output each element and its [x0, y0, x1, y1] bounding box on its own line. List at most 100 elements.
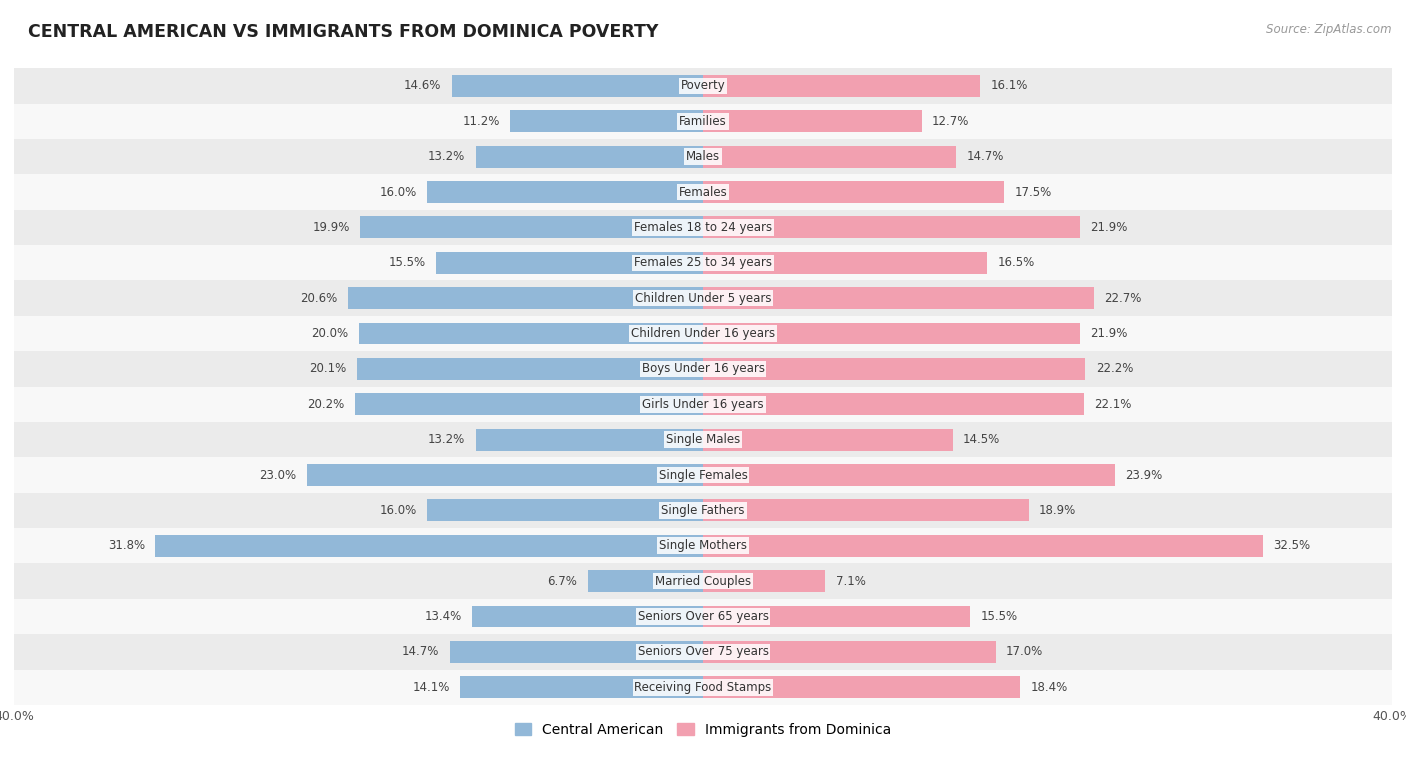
Bar: [356, 393, 703, 415]
Bar: [703, 75, 980, 97]
Text: 20.1%: 20.1%: [309, 362, 346, 375]
Bar: [14, 528, 1392, 563]
Text: 23.0%: 23.0%: [259, 468, 297, 481]
Text: 15.5%: 15.5%: [388, 256, 426, 269]
Text: Single Females: Single Females: [658, 468, 748, 481]
Text: Females 18 to 24 years: Females 18 to 24 years: [634, 221, 772, 234]
Bar: [703, 500, 1029, 522]
Text: 13.2%: 13.2%: [427, 150, 465, 163]
Text: 11.2%: 11.2%: [463, 114, 499, 128]
Text: 7.1%: 7.1%: [835, 575, 866, 587]
Bar: [460, 676, 703, 698]
Bar: [475, 146, 703, 168]
Text: 17.5%: 17.5%: [1015, 186, 1052, 199]
Bar: [703, 606, 970, 628]
Bar: [14, 634, 1392, 669]
Text: CENTRAL AMERICAN VS IMMIGRANTS FROM DOMINICA POVERTY: CENTRAL AMERICAN VS IMMIGRANTS FROM DOMI…: [28, 23, 658, 41]
Bar: [703, 323, 1080, 344]
Text: Single Mothers: Single Mothers: [659, 539, 747, 553]
Bar: [349, 287, 703, 309]
Bar: [307, 464, 703, 486]
Text: 21.9%: 21.9%: [1091, 327, 1128, 340]
Text: 23.9%: 23.9%: [1125, 468, 1163, 481]
Legend: Central American, Immigrants from Dominica: Central American, Immigrants from Domini…: [509, 718, 897, 743]
Bar: [703, 146, 956, 168]
Text: 17.0%: 17.0%: [1007, 645, 1043, 659]
Text: 20.0%: 20.0%: [311, 327, 349, 340]
Text: Receiving Food Stamps: Receiving Food Stamps: [634, 681, 772, 694]
Text: 14.7%: 14.7%: [402, 645, 440, 659]
Text: 20.6%: 20.6%: [301, 292, 337, 305]
Bar: [703, 464, 1115, 486]
Bar: [475, 429, 703, 450]
Text: Females 25 to 34 years: Females 25 to 34 years: [634, 256, 772, 269]
Bar: [703, 429, 953, 450]
Text: 18.9%: 18.9%: [1039, 504, 1076, 517]
Bar: [360, 217, 703, 238]
Bar: [14, 245, 1392, 280]
Bar: [14, 139, 1392, 174]
Text: 16.5%: 16.5%: [997, 256, 1035, 269]
Text: 13.2%: 13.2%: [427, 433, 465, 446]
Text: 20.2%: 20.2%: [308, 398, 344, 411]
Bar: [427, 500, 703, 522]
Bar: [14, 387, 1392, 422]
Text: 31.8%: 31.8%: [108, 539, 145, 553]
Bar: [427, 181, 703, 203]
Bar: [14, 422, 1392, 457]
Bar: [703, 217, 1080, 238]
Text: 18.4%: 18.4%: [1031, 681, 1067, 694]
Bar: [451, 75, 703, 97]
Text: Children Under 16 years: Children Under 16 years: [631, 327, 775, 340]
Bar: [703, 252, 987, 274]
Bar: [588, 570, 703, 592]
Text: 12.7%: 12.7%: [932, 114, 970, 128]
Text: 32.5%: 32.5%: [1272, 539, 1310, 553]
Text: 21.9%: 21.9%: [1091, 221, 1128, 234]
Bar: [14, 563, 1392, 599]
Bar: [14, 351, 1392, 387]
Text: Girls Under 16 years: Girls Under 16 years: [643, 398, 763, 411]
Bar: [703, 535, 1263, 556]
Bar: [703, 641, 995, 662]
Bar: [14, 493, 1392, 528]
Text: Married Couples: Married Couples: [655, 575, 751, 587]
Text: Boys Under 16 years: Boys Under 16 years: [641, 362, 765, 375]
Bar: [357, 358, 703, 380]
Text: Single Males: Single Males: [666, 433, 740, 446]
Text: 14.6%: 14.6%: [404, 80, 441, 92]
Text: Seniors Over 75 years: Seniors Over 75 years: [637, 645, 769, 659]
Text: Single Fathers: Single Fathers: [661, 504, 745, 517]
Text: 16.0%: 16.0%: [380, 186, 418, 199]
Bar: [450, 641, 703, 662]
Bar: [155, 535, 703, 556]
Bar: [510, 111, 703, 132]
Bar: [703, 181, 1004, 203]
Bar: [703, 570, 825, 592]
Text: 16.1%: 16.1%: [991, 80, 1028, 92]
Text: Children Under 5 years: Children Under 5 years: [634, 292, 772, 305]
Text: Source: ZipAtlas.com: Source: ZipAtlas.com: [1267, 23, 1392, 36]
Bar: [703, 287, 1094, 309]
Bar: [703, 393, 1084, 415]
Text: 13.4%: 13.4%: [425, 610, 461, 623]
Text: 15.5%: 15.5%: [980, 610, 1018, 623]
Bar: [14, 104, 1392, 139]
Text: Families: Families: [679, 114, 727, 128]
Bar: [472, 606, 703, 628]
Bar: [14, 68, 1392, 104]
Bar: [14, 280, 1392, 316]
Text: 22.2%: 22.2%: [1095, 362, 1133, 375]
Bar: [703, 676, 1019, 698]
Text: 14.1%: 14.1%: [412, 681, 450, 694]
Bar: [703, 111, 922, 132]
Text: 22.7%: 22.7%: [1104, 292, 1142, 305]
Bar: [14, 316, 1392, 351]
Text: Poverty: Poverty: [681, 80, 725, 92]
Text: 14.7%: 14.7%: [966, 150, 1004, 163]
Bar: [14, 599, 1392, 634]
Text: 6.7%: 6.7%: [547, 575, 578, 587]
Bar: [359, 323, 703, 344]
Bar: [436, 252, 703, 274]
Bar: [14, 174, 1392, 210]
